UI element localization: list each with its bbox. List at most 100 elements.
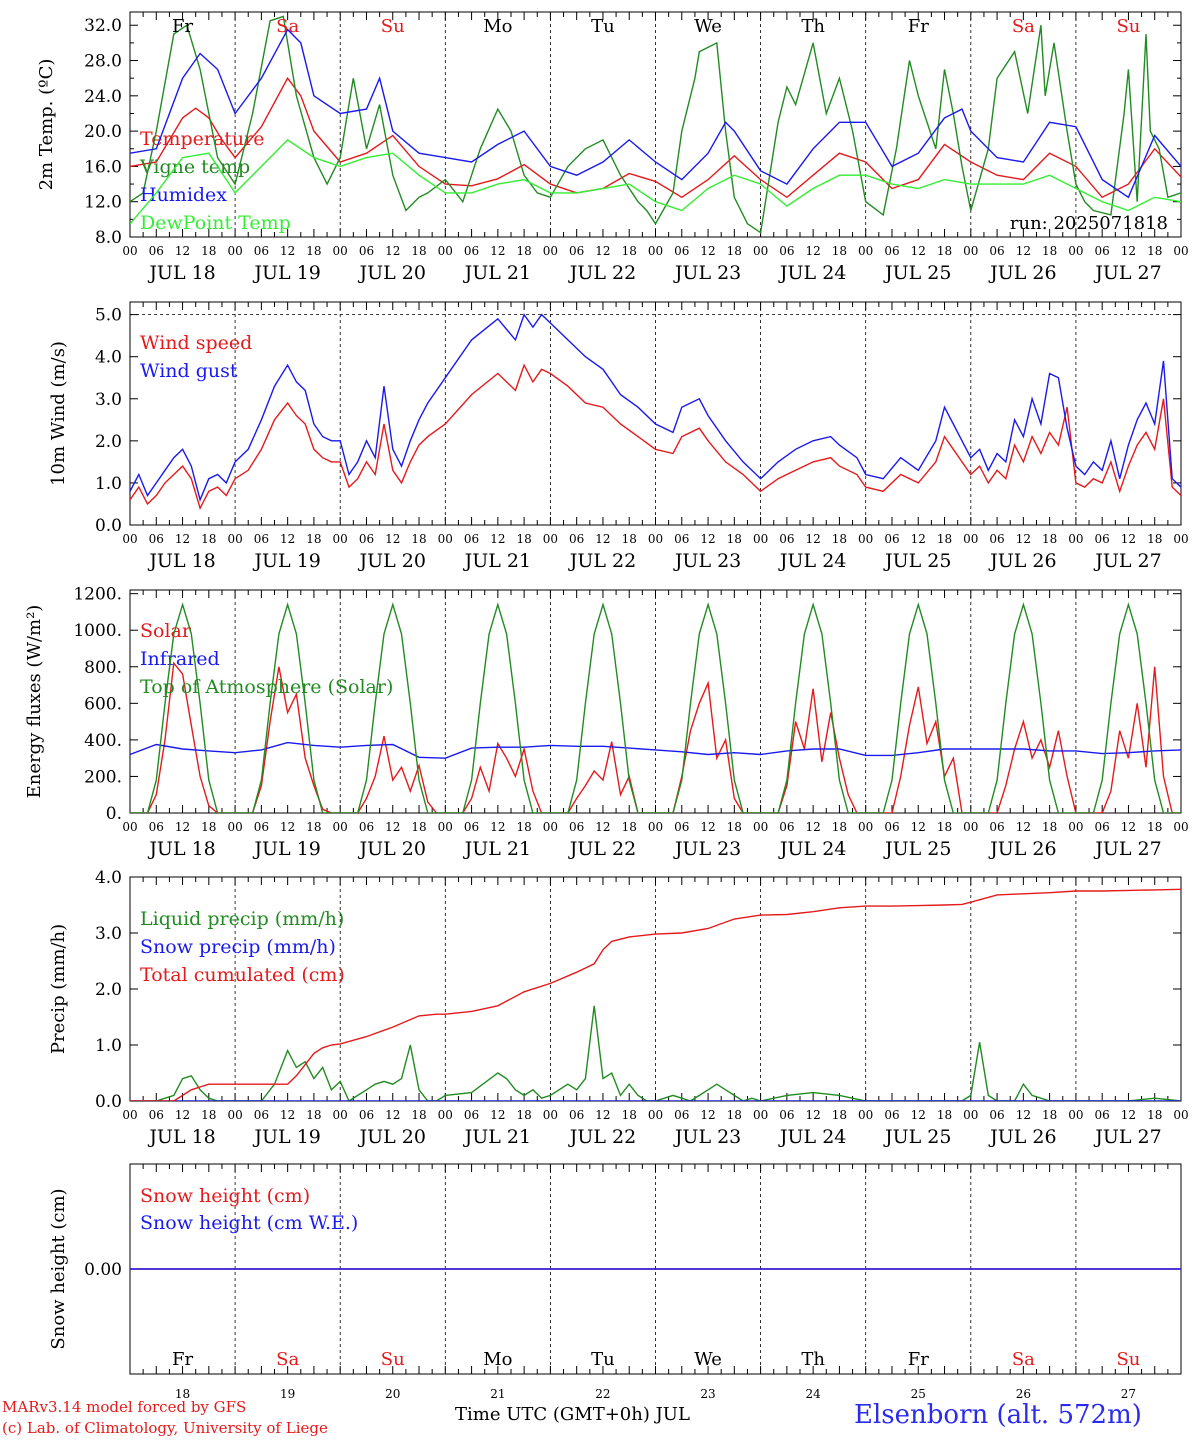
hour-tick-label: 00 <box>648 244 663 258</box>
y-tick-label: 5.0 <box>95 306 122 326</box>
hour-tick-label: 12 <box>1016 1108 1031 1122</box>
y-tick-label: 12.0 <box>84 193 122 213</box>
hour-tick-label: 06 <box>254 820 269 834</box>
date-label: JUL 23 <box>673 1126 741 1148</box>
date-label: JUL 20 <box>358 262 426 284</box>
date-label: JUL 19 <box>252 1126 320 1148</box>
hour-tick-label: 12 <box>806 532 821 546</box>
hour-tick-label: 18 <box>201 1108 216 1122</box>
date-label: JUL 21 <box>463 262 531 284</box>
hour-tick-label: 00 <box>333 532 348 546</box>
panel-3: 00 06 12 18 00 06 12 18 00 06 12 18 00 06 12 18 00 06 12 18… <box>24 585 1189 860</box>
hour-tick-label: 06 <box>254 244 269 258</box>
run-annotation: run: 2025071818 <box>1010 213 1168 234</box>
hour-tick-label: 18 <box>622 532 637 546</box>
legend-entry: Snow height (cm W.E.) <box>140 1212 358 1234</box>
hour-tick-label: 06 <box>989 820 1004 834</box>
hour-tick-label: 18 <box>516 820 531 834</box>
date-label: JUL 18 <box>147 838 215 860</box>
date-label: JUL 22 <box>568 838 636 860</box>
hour-tick-label: 00 <box>648 532 663 546</box>
weekday-label-bottom: Su <box>381 1349 405 1370</box>
date-label: JUL 24 <box>778 1126 846 1148</box>
hour-tick-label: 00 <box>753 1108 768 1122</box>
hour-tick-label: 18 <box>622 244 637 258</box>
hour-tick-label: 00 <box>963 244 978 258</box>
hour-tick-label: 06 <box>359 1108 374 1122</box>
y-tick-label: 1.0 <box>95 1036 122 1056</box>
date-label: JUL 19 <box>252 262 320 284</box>
date-label: JUL 26 <box>988 262 1056 284</box>
hour-tick-label: 18 <box>727 532 742 546</box>
hour-tick-label: 06 <box>779 244 794 258</box>
weekday-label-bottom: Fr <box>908 1349 929 1370</box>
legend-entry: Wind speed <box>140 332 252 354</box>
weekday-label-top: Th <box>801 16 825 37</box>
credit-line-2: (c) Lab. of Climatology, University of L… <box>2 1419 328 1437</box>
hour-tick-label: 18 <box>832 820 847 834</box>
date-label: JUL 25 <box>883 262 951 284</box>
hour-tick-label: 00 <box>1173 1108 1188 1122</box>
legend-entry: Humidex <box>140 184 227 206</box>
hour-tick-label: 12 <box>806 244 821 258</box>
hour-tick-label: 06 <box>1095 244 1110 258</box>
hour-tick-label: 06 <box>989 532 1004 546</box>
date-label: JUL 24 <box>778 550 846 572</box>
y-tick-label: 0. <box>106 804 122 824</box>
weekday-label-top: Fr <box>172 16 193 37</box>
hour-tick-label: 12 <box>385 244 400 258</box>
hour-tick-label: 06 <box>674 1108 689 1122</box>
hour-tick-label: 00 <box>227 820 242 834</box>
hour-tick-label: 12 <box>1016 820 1031 834</box>
hour-tick-label: 00 <box>963 532 978 546</box>
day-number-label: 23 <box>700 1387 715 1401</box>
hour-tick-label: 06 <box>359 820 374 834</box>
hour-tick-label: 18 <box>622 1108 637 1122</box>
weekday-label-top: Fr <box>908 16 929 37</box>
hour-tick-label: 06 <box>569 532 584 546</box>
x-axis-label: Time UTC (GMT+0h) JUL <box>455 1404 690 1425</box>
date-label: JUL 18 <box>147 550 215 572</box>
date-label: JUL 23 <box>673 838 741 860</box>
hour-tick-label: 12 <box>385 1108 400 1122</box>
day-number-label: 26 <box>1016 1387 1031 1401</box>
hour-tick-label: 18 <box>306 820 321 834</box>
weekday-label-bottom: Sa <box>1012 1349 1035 1370</box>
date-label: JUL 22 <box>568 550 636 572</box>
date-label: JUL 25 <box>883 1126 951 1148</box>
date-label: JUL 19 <box>252 838 320 860</box>
y-tick-label: 28.0 <box>84 52 122 72</box>
hour-tick-label: 18 <box>727 820 742 834</box>
legend-entry: Infrared <box>140 648 220 670</box>
legend-entry: Top of Atmosphere (Solar) <box>140 676 393 698</box>
hour-tick-label: 00 <box>858 1108 873 1122</box>
hour-tick-label: 06 <box>254 532 269 546</box>
hour-tick-label: 12 <box>280 1108 295 1122</box>
y-tick-label: 2.0 <box>95 432 122 452</box>
y-tick-label: 400. <box>84 731 122 751</box>
hour-tick-label: 06 <box>569 820 584 834</box>
hour-tick-label: 18 <box>832 244 847 258</box>
legend-entry: DewPoint Temp <box>140 212 291 234</box>
hour-tick-label: 12 <box>595 532 610 546</box>
y-tick-label: 0.0 <box>95 1092 122 1112</box>
date-label: JUL 27 <box>1093 838 1161 860</box>
hour-tick-label: 00 <box>543 532 558 546</box>
hour-tick-label: 00 <box>858 820 873 834</box>
series-line-total-cumulated-cm- <box>130 888 1181 1101</box>
hour-tick-label: 12 <box>1121 244 1136 258</box>
panel-1: 00 06 12 18 00 06 12 18 00 06 12 18 00 06 12 18 00 06 12 18… <box>36 11 1189 284</box>
station-name: Elsenborn (alt. 572m) <box>854 1400 1142 1430</box>
date-label: JUL 26 <box>988 550 1056 572</box>
date-label: JUL 24 <box>778 838 846 860</box>
legend-entry: Total cumulated (cm) <box>140 964 345 986</box>
y-tick-label: 4.0 <box>95 348 122 368</box>
date-label: JUL 25 <box>883 838 951 860</box>
hour-tick-label: 12 <box>595 820 610 834</box>
series-line-solar <box>130 661 1181 813</box>
y-tick-label: 16.0 <box>84 157 122 177</box>
hour-tick-label: 06 <box>464 244 479 258</box>
hour-tick-label: 12 <box>1016 532 1031 546</box>
hour-tick-label: 00 <box>438 1108 453 1122</box>
